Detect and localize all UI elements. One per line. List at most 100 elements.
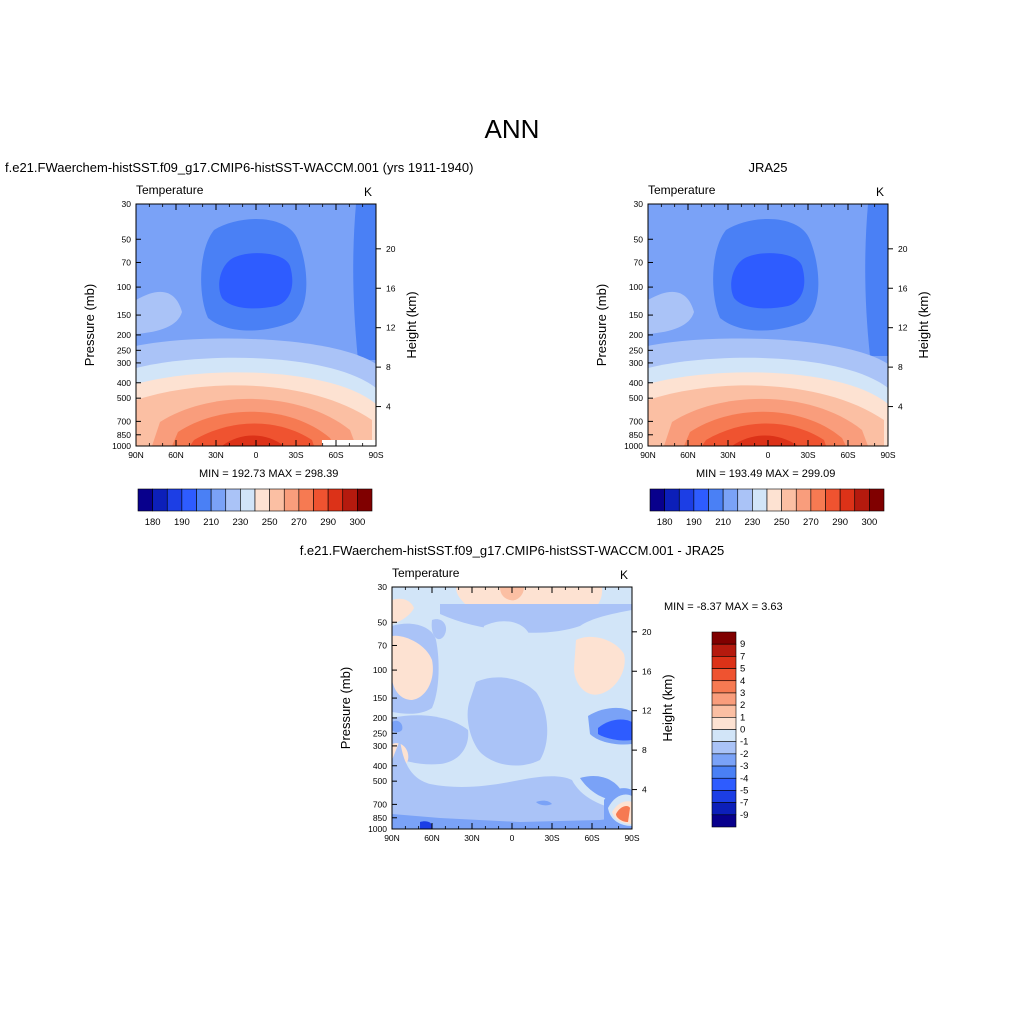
y-tick-label: 500	[117, 393, 131, 403]
colorbar-swatch	[711, 790, 737, 803]
y-tick-label: 400	[117, 378, 131, 388]
y-right-axis-title: Height (km)	[404, 291, 419, 358]
panel-2-units-label: K	[876, 185, 884, 199]
panel-2-min-max: MIN = 193.49 MAX = 299.09	[696, 468, 836, 480]
panel-1-axes	[135, 203, 381, 447]
x-tick-label: 90N	[384, 833, 400, 843]
colorbar-swatch	[711, 643, 737, 657]
colorbar-swatch	[298, 488, 314, 512]
colorbar-swatch	[810, 488, 826, 512]
y-tick-label: 1000	[368, 824, 387, 834]
panel-1-variable-label: Temperature	[136, 183, 204, 197]
colorbar-swatch	[708, 488, 724, 512]
y-right-tick-label: 12	[642, 706, 652, 716]
x-tick-label: 90N	[128, 450, 144, 460]
y-right-tick-label: 4	[386, 402, 391, 412]
panel-2-axes	[647, 203, 893, 447]
y-right-tick-label: 16	[898, 283, 908, 293]
y-tick-label: 200	[117, 330, 131, 340]
y-tick-label: 50	[122, 234, 132, 244]
x-tick-label: 30N	[208, 450, 224, 460]
colorbar-swatch	[711, 692, 737, 706]
x-tick-label: 90S	[880, 450, 895, 460]
colorbar-label: -7	[740, 798, 748, 809]
y-tick-label: 70	[378, 640, 388, 650]
colorbar-label: 9	[740, 639, 745, 650]
panel-3-colorbar	[711, 631, 737, 828]
y-tick-label: 250	[629, 345, 643, 355]
colorbar-swatch	[137, 488, 153, 512]
colorbar-swatch	[225, 488, 241, 512]
y-tick-label: 300	[373, 741, 387, 751]
panel-2-title: JRA25	[748, 160, 788, 175]
colorbar-swatch	[795, 488, 812, 512]
y-tick-label: 400	[629, 378, 643, 388]
panel-3-min-max: MIN = -8.37 MAX = 3.63	[664, 601, 783, 613]
colorbar-swatch	[357, 488, 373, 512]
colorbar-label: 4	[740, 676, 745, 687]
colorbar-swatch	[269, 488, 285, 512]
panel-3-variable-label: Temperature	[392, 566, 460, 580]
colorbar-swatch	[737, 488, 753, 512]
x-tick-label: 90S	[624, 833, 639, 843]
y-tick-label: 200	[373, 713, 387, 723]
x-tick-label: 30S	[800, 450, 815, 460]
colorbar-label: 230	[232, 517, 248, 528]
y-right-tick-label: 16	[386, 283, 396, 293]
panel-1-title: f.e21.FWaerchem-histSST.f09_g17.CMIP6-hi…	[5, 160, 474, 175]
panel-2-variable-label: Temperature	[648, 183, 716, 197]
colorbar-swatch	[181, 488, 197, 512]
y-axis-title: Pressure (mb)	[338, 667, 353, 749]
y-tick-label: 850	[117, 430, 131, 440]
y-right-tick-label: 16	[642, 666, 652, 676]
panel-3-axes	[391, 586, 637, 830]
colorbar-swatch	[240, 488, 256, 512]
colorbar-label: 210	[203, 517, 219, 528]
y-axis-title: Pressure (mb)	[594, 284, 609, 366]
colorbar-swatch	[711, 741, 737, 755]
colorbar-swatch	[254, 488, 270, 512]
y-tick-label: 30	[122, 199, 132, 209]
colorbar-label: 300	[861, 517, 877, 528]
colorbar-label: 2	[740, 700, 745, 711]
y-right-tick-label: 8	[898, 362, 903, 372]
colorbar-label: -5	[740, 785, 748, 796]
colorbar-swatch	[854, 488, 870, 512]
colorbar-swatch	[166, 488, 183, 512]
y-right-tick-label: 20	[386, 244, 396, 254]
colorbar-swatch	[711, 753, 737, 767]
colorbar-swatch	[196, 488, 212, 512]
colorbar-label: 190	[174, 517, 190, 528]
y-right-tick-label: 20	[898, 244, 908, 254]
colorbar-swatch	[781, 488, 797, 512]
x-tick-label: 60S	[328, 450, 343, 460]
y-tick-label: 250	[373, 728, 387, 738]
colorbar-swatch	[313, 488, 329, 512]
y-tick-label: 700	[117, 416, 131, 426]
x-tick-label: 60N	[424, 833, 440, 843]
y-tick-label: 850	[629, 430, 643, 440]
y-right-tick-label: 20	[642, 627, 652, 637]
colorbar-swatch	[711, 680, 737, 694]
x-tick-label: 30N	[464, 833, 480, 843]
y-tick-label: 70	[122, 257, 132, 267]
x-tick-label: 60N	[168, 450, 184, 460]
y-tick-label: 500	[629, 393, 643, 403]
colorbar-swatch	[711, 814, 737, 828]
colorbar-swatch	[327, 488, 344, 512]
colorbar-swatch	[752, 488, 768, 512]
colorbar-swatch	[711, 729, 737, 742]
colorbar-swatch	[711, 717, 737, 730]
y-tick-label: 300	[629, 358, 643, 368]
colorbar-label: 180	[145, 517, 161, 528]
colorbar-swatch	[664, 488, 680, 512]
panel-3-plot	[391, 586, 633, 830]
y-tick-label: 50	[634, 234, 644, 244]
colorbar-swatch	[210, 488, 227, 512]
panel-1-colorbar	[137, 488, 373, 512]
colorbar-swatch	[711, 631, 737, 645]
y-tick-label: 100	[117, 282, 131, 292]
y-tick-label: 70	[634, 257, 644, 267]
colorbar-label: 5	[740, 664, 745, 675]
colorbar-label: 190	[686, 517, 702, 528]
